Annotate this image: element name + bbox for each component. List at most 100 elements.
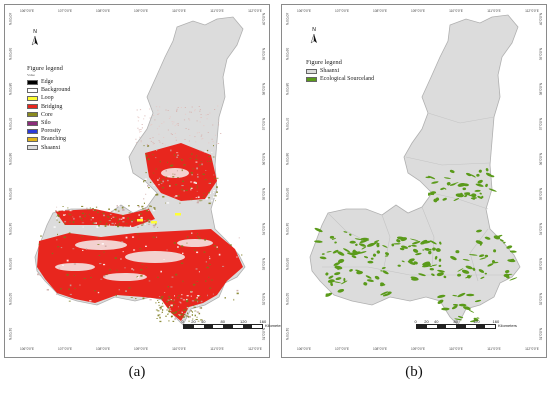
ecological-source-patch: [334, 272, 341, 276]
landscape-pixel: [136, 109, 138, 111]
landscape-pixel: [99, 221, 102, 223]
landscape-pixel: [241, 254, 243, 256]
landscape-pixel: [153, 143, 155, 144]
ecological-source-patch: [340, 280, 348, 285]
landscape-pixel: [175, 195, 178, 197]
landscape-pixel: [89, 207, 91, 209]
longitude-label: 106°0'0"E: [297, 347, 311, 351]
landscape-pixel: [182, 280, 184, 283]
landscape-pixel: [147, 158, 150, 161]
landscape-pixel: [93, 209, 96, 211]
latitude-label: 39°0'0"N: [285, 48, 289, 61]
landscape-pixel: [56, 210, 59, 212]
landscape-pixel: [201, 134, 203, 136]
landscape-pixel: [151, 124, 153, 125]
ecological-source-patch: [418, 273, 426, 277]
landscape-pixel: [162, 143, 164, 145]
landscape-pixel: [159, 320, 162, 323]
ecological-source-patch: [446, 181, 451, 186]
landscape-pixel: [158, 125, 160, 127]
ecological-source-patches: [314, 168, 518, 323]
latitude-label: 39°0'0"N: [539, 47, 543, 60]
landscape-pixel: [143, 274, 145, 276]
landscape-pixel: [166, 301, 169, 303]
latitude-label: 35°0'0"N: [539, 187, 543, 200]
landscape-pixel: [175, 273, 178, 276]
ecological-source-patch: [413, 261, 418, 265]
county-border: [381, 214, 391, 268]
landscape-pixel: [157, 310, 160, 312]
longitude-label: 110°0'0"E: [172, 347, 186, 351]
landscape-pixel: [206, 160, 209, 162]
landscape-pixel: [62, 264, 64, 266]
landscape-pixel: [181, 169, 183, 172]
landscape-pixel: [208, 192, 210, 194]
landscape-pixel: [145, 267, 148, 268]
landscape-pixel: [144, 208, 146, 210]
landscape-pixel: [172, 300, 175, 302]
landscape-pixel: [139, 109, 142, 111]
landscape-pixel: [85, 248, 88, 250]
landscape-pixel: [187, 236, 189, 238]
ecological-source-patch: [431, 181, 439, 184]
county-border: [421, 206, 435, 268]
ecological-source-patch: [387, 291, 392, 294]
landscape-pixel: [63, 210, 65, 212]
ecological-source-patch: [333, 262, 341, 266]
landscape-pixel: [174, 132, 176, 134]
longitude-label: 112°0'0"E: [525, 9, 539, 13]
landscape-pixel: [204, 179, 207, 181]
landscape-pixel: [170, 310, 172, 312]
landscape-pixel: [129, 225, 132, 228]
ecological-source-patch: [463, 306, 471, 310]
longitude-label: 110°0'0"E: [172, 9, 186, 13]
landscape-pixel: [173, 173, 176, 176]
longitude-label: 110°0'0"E: [449, 9, 463, 13]
longitude-label: 107°0'0"E: [58, 347, 72, 351]
ecological-source-patch: [327, 279, 335, 283]
landscape-pixel: [91, 217, 94, 219]
landscape-pixel: [199, 200, 202, 202]
landscape-pixel: [53, 226, 56, 228]
ecological-source-patch: [465, 172, 472, 177]
landscape-pixel: [158, 296, 161, 297]
ecological-source-patch: [491, 260, 496, 264]
landscape-pixel: [90, 219, 92, 221]
landscape-pixel: [178, 301, 181, 303]
landscape-pixel: [194, 136, 196, 138]
landscape-pixel: [168, 320, 170, 322]
ecological-source-patch: [458, 303, 467, 307]
loop-patch: [175, 213, 181, 216]
landscape-pixel: [199, 300, 201, 301]
landscape-pixel: [94, 290, 96, 292]
landscape-pixel: [200, 135, 202, 137]
latitude-label: 35°0'0"N: [8, 188, 12, 201]
ecological-source-patch: [424, 247, 431, 251]
latitude-label: 36°0'0"N: [539, 152, 543, 165]
latitude-label: 40°0'0"N: [285, 13, 289, 26]
landscape-pixel: [173, 196, 176, 198]
landscape-pixel: [164, 292, 166, 293]
ecological-source-patch: [328, 275, 334, 279]
ecological-source-patch: [469, 174, 476, 178]
landscape-pixel: [60, 247, 63, 249]
latitude-label: 31°0'0"N: [262, 327, 266, 340]
landscape-pixel: [198, 296, 201, 297]
map-a-canvas: 106°0'0"E 106°0'0"E 107°0'0"E 107°0'0"E 108°…: [8, 9, 266, 351]
landscape-pixel: [186, 306, 188, 308]
landscape-pixel: [133, 219, 136, 221]
landscape-pixel: [175, 137, 177, 138]
ecological-source-patch: [429, 240, 437, 245]
landscape-pixel: [198, 312, 201, 315]
ecological-source-patch: [384, 255, 389, 257]
landscape-pixel: [155, 106, 158, 108]
landscape-pixel: [214, 195, 217, 197]
landscape-pixel: [208, 264, 211, 265]
ecological-source-patch: [319, 256, 327, 260]
landscape-pixel: [40, 235, 42, 237]
landscape-pixel: [87, 209, 88, 211]
landscape-pixel: [162, 180, 164, 183]
landscape-pixel: [212, 156, 215, 158]
landscape-pixel: [157, 113, 159, 115]
ecological-source-patch: [382, 270, 389, 275]
